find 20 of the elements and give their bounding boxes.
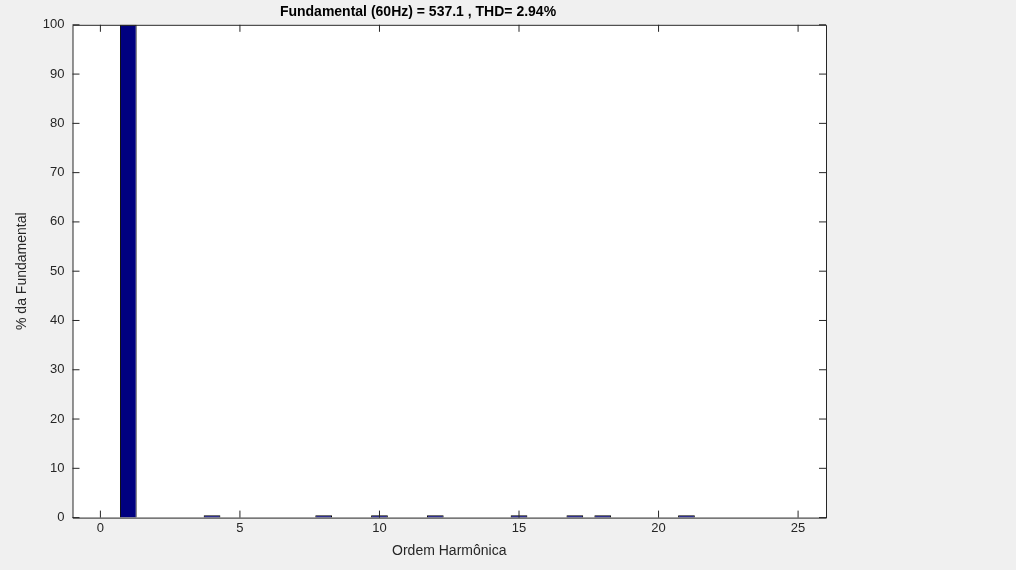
- y-tick-label: 70: [50, 164, 65, 180]
- x-tick-label: 10: [372, 519, 387, 535]
- y-axis-title: % da Fundamental: [13, 212, 30, 330]
- y-tick-label: 100: [42, 16, 65, 32]
- x-tick-label: 0: [96, 519, 105, 535]
- y-tick-label: 60: [50, 213, 65, 229]
- x-axis-title: Ordem Harmônica: [392, 542, 507, 559]
- y-tick-label: 30: [50, 361, 65, 377]
- x-tick-label: 15: [511, 519, 527, 535]
- x-tick-label: 20: [651, 519, 666, 535]
- x-tick-label: 25: [790, 519, 806, 535]
- y-tick-label: 0: [57, 509, 65, 525]
- chart-title: Fundamental (60Hz) = 537.1 , THD= 2.94%: [279, 3, 557, 20]
- y-tick-label: 80: [50, 114, 65, 130]
- y-tick-label: 10: [50, 459, 65, 475]
- y-tick-label: 40: [50, 312, 65, 328]
- y-tick-label: 50: [50, 262, 65, 278]
- y-tick-label: 90: [50, 65, 65, 81]
- y-tick-label: 20: [50, 410, 65, 426]
- x-tick-label: 5: [236, 519, 244, 535]
